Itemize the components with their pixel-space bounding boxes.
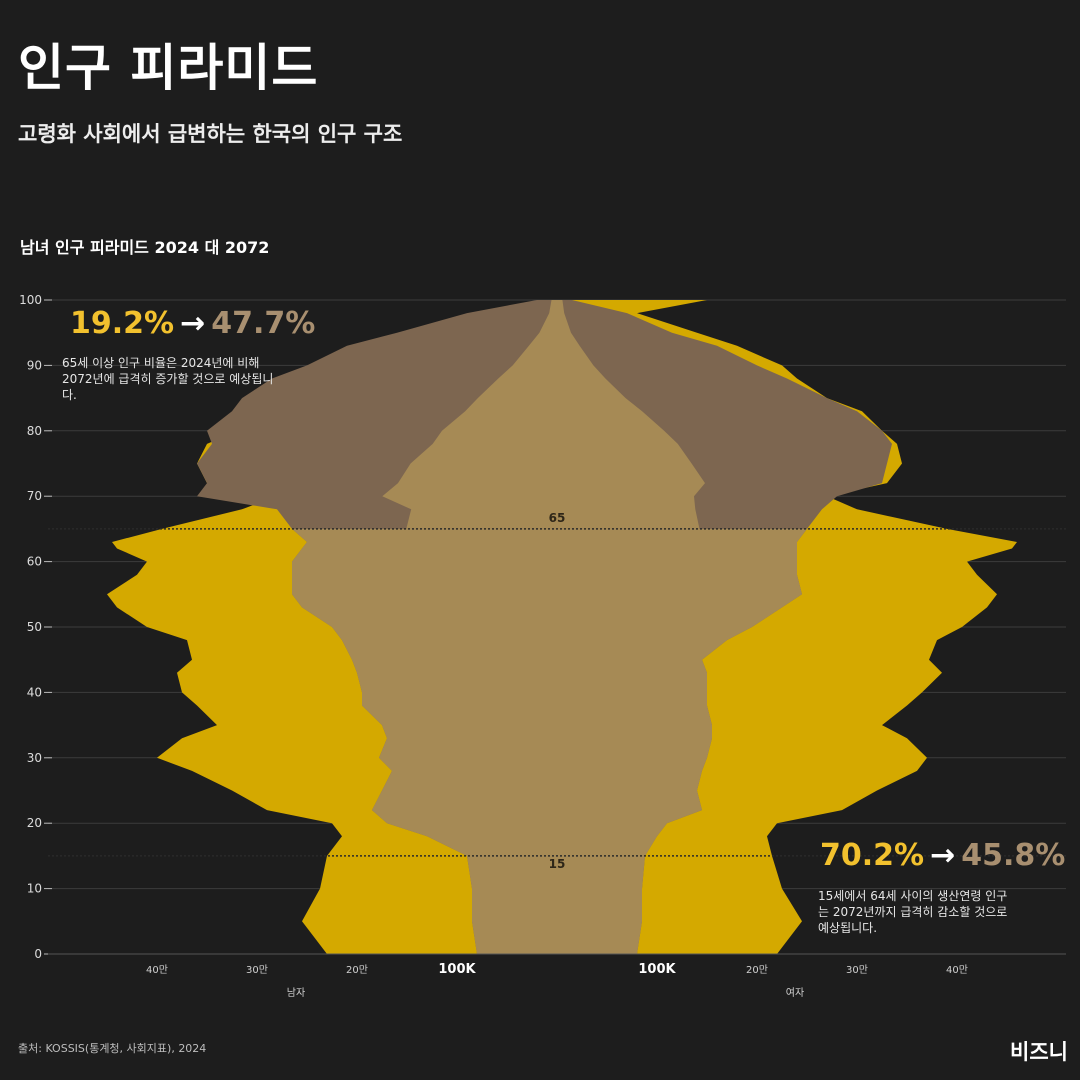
x-tick-label-right: 40만 [946, 964, 968, 976]
senior-ratio-stat: 19.2% → 47.7% [70, 306, 315, 341]
source-credit: 출처: KOSSIS(통계청, 사회지표), 2024 [18, 1040, 206, 1056]
y-tick-label: 50 [27, 620, 42, 634]
x-tick-label-left: 100K [438, 962, 476, 977]
x-tick-label-left: 30만 [246, 964, 268, 976]
working-age-ratio-2072: 45.8% [961, 838, 1065, 873]
x-tick-label-left: 20만 [346, 964, 368, 976]
x-tick-label-right: 30만 [846, 964, 868, 976]
y-tick-label: 80 [27, 424, 42, 438]
y-tick-label: 30 [27, 751, 42, 765]
y-tick-label: 20 [27, 816, 42, 830]
y-tick-label: 0 [34, 947, 42, 961]
male-axis-label: 남자 [287, 987, 305, 999]
x-tick-label-right: 100K [638, 962, 676, 977]
y-tick-label: 10 [27, 882, 42, 896]
reference-label-15: 15 [549, 857, 566, 871]
x-tick-label-right: 20만 [746, 964, 768, 976]
working-age-ratio-note: 15세에서 64세 사이의 생산연령 인구는 2072년까지 급격히 감소할 것… [818, 888, 1008, 936]
working-age-ratio-stat: 70.2% → 45.8% [820, 838, 1065, 873]
brand-logo: 비즈니 [1010, 1036, 1068, 1066]
arrow-icon: → [180, 306, 205, 341]
y-tick-label: 90 [27, 358, 42, 372]
working-age-ratio-2024: 70.2% [820, 838, 924, 873]
arrow-icon: → [930, 838, 955, 873]
female-axis-label: 여자 [786, 987, 804, 999]
y-tick-label: 40 [27, 685, 42, 699]
senior-ratio-2072: 47.7% [211, 306, 315, 341]
y-tick-label: 70 [27, 489, 42, 503]
x-tick-label-left: 40만 [146, 964, 168, 976]
reference-label-65: 65 [549, 511, 566, 525]
y-tick-label: 60 [27, 555, 42, 569]
y-tick-label: 100 [19, 293, 42, 307]
senior-ratio-2024: 19.2% [70, 306, 174, 341]
senior-ratio-note: 65세 이상 인구 비율은 2024년에 비해 2072년에 급격히 증가할 것… [62, 355, 282, 403]
